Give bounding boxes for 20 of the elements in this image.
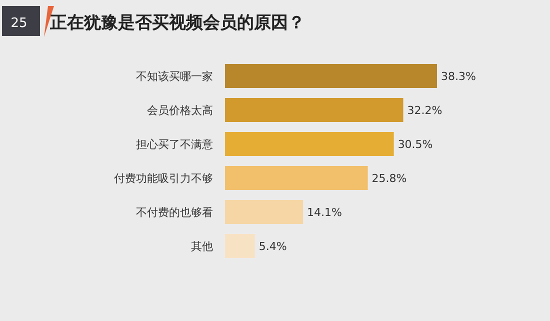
- y-tick-label: 不付费的也够看: [136, 206, 213, 219]
- data-label: 32.2%: [407, 104, 442, 117]
- bar: [225, 200, 304, 224]
- y-tick-label: 不知该买哪一家: [136, 70, 213, 83]
- data-label: 5.4%: [258, 240, 287, 253]
- data-label: 14.1%: [307, 206, 342, 219]
- chart-title: 正在犹豫是否买视频会员的原因？: [49, 13, 305, 33]
- y-tick-label: 其他: [191, 240, 213, 253]
- y-tick-label: 付费功能吸引力不够: [114, 172, 213, 185]
- bar: [225, 132, 394, 156]
- y-tick-label: 会员价格太高: [147, 104, 213, 117]
- bar: [225, 64, 437, 88]
- bar: [225, 166, 368, 190]
- bar: [225, 234, 255, 258]
- y-tick-label: 担心买了不满意: [136, 138, 213, 151]
- data-label: 25.8%: [372, 172, 407, 185]
- text: 25: [10, 16, 28, 31]
- bar: [225, 98, 404, 122]
- data-label: 30.5%: [398, 138, 433, 151]
- data-label: 38.3%: [441, 70, 476, 83]
